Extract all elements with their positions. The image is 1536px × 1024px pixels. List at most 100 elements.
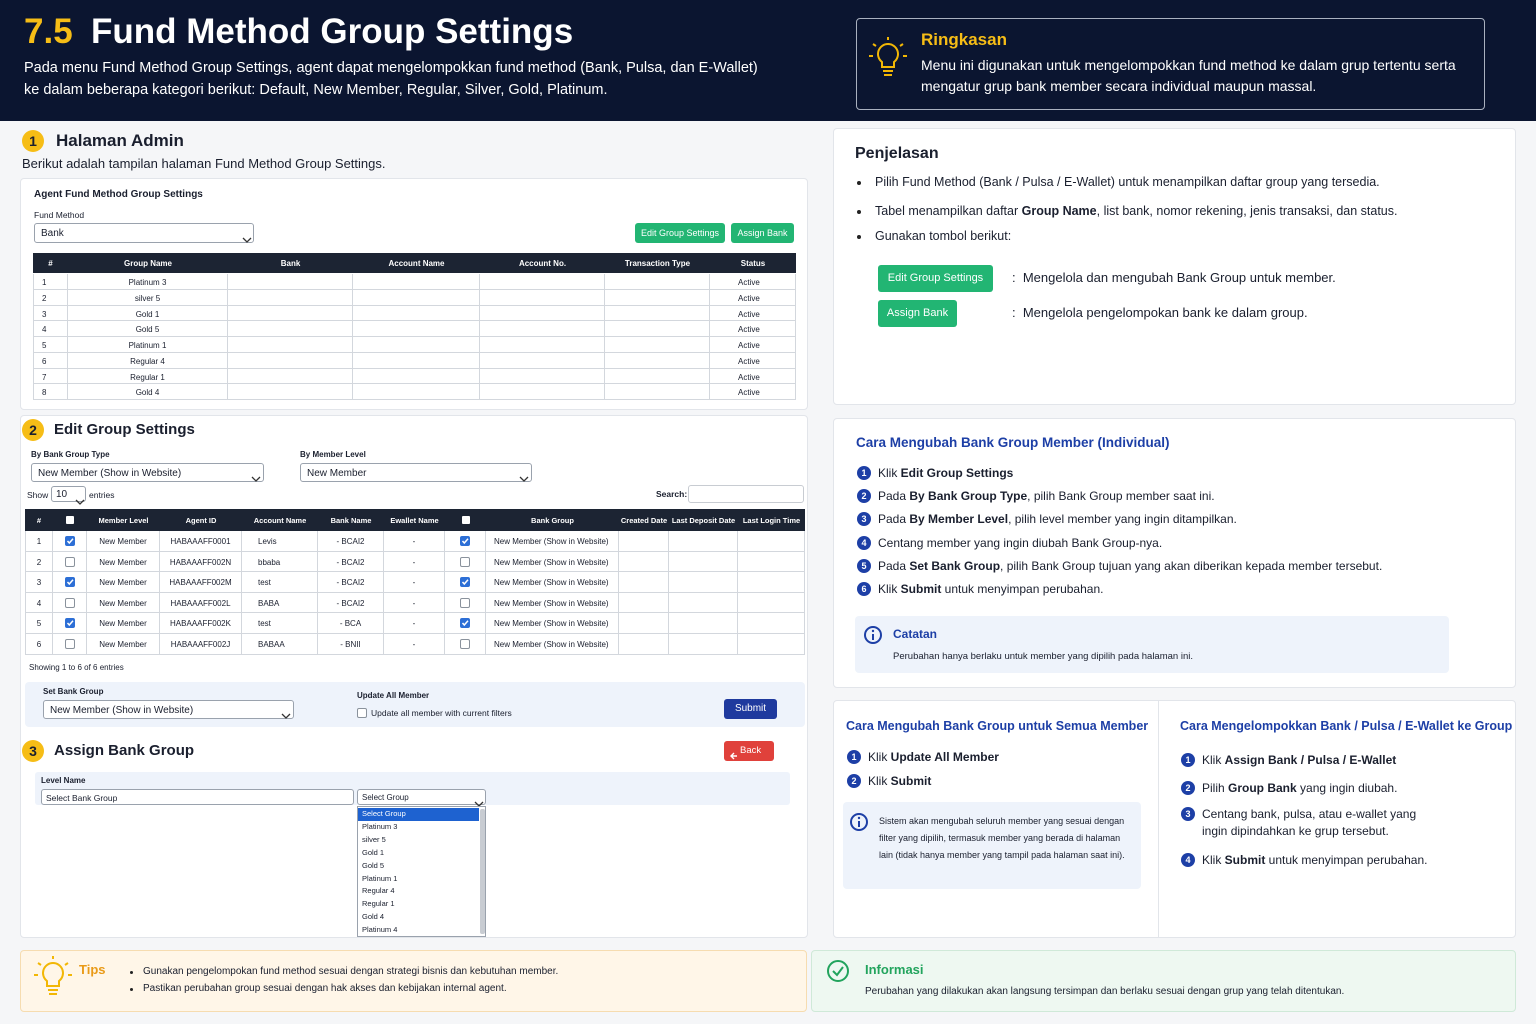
text: Klik [878,466,901,480]
table-cell [228,321,353,337]
table-cell: 2 [33,289,68,306]
bold-text: By Bank Group Type [909,489,1028,503]
bullet-text: Tabel menampilkan daftar Group Name, lis… [875,204,1495,218]
table-cell: HABAAAFF002K [160,613,242,634]
checkbox[interactable] [357,708,367,718]
set-group-select[interactable]: New Member (Show in Website) [43,700,294,719]
text: , list bank, nomor rekening, jenis trans… [1096,204,1398,218]
info-icon [849,812,869,832]
checkbox[interactable] [65,597,75,608]
table-cell [605,368,710,385]
table-cell [445,613,486,634]
dropdown-option[interactable]: Platinum 3 [362,821,398,831]
table-cell: Gold 4 [68,384,228,400]
check [66,538,74,545]
checkbox[interactable] [65,536,75,546]
text: Klik [1202,753,1225,767]
dropdown-option[interactable]: silver 5 [362,834,386,844]
table-cell [53,634,87,655]
checkbox[interactable] [460,536,470,546]
table-cell: New Member [87,592,160,614]
page-size-select[interactable]: 10 [51,486,86,502]
level-input[interactable]: Select Bank Group [41,789,354,805]
field-label: Level Name [41,776,86,785]
field-label: By Bank Group Type [31,450,110,459]
checkbox[interactable] [460,639,470,649]
table-cell: 4 [33,321,68,337]
text: Centang bank, pulsa, atau e-wallet yang … [1202,807,1417,838]
text: Klik [1202,853,1225,867]
header-checkbox[interactable] [461,516,470,524]
table-cell [480,289,605,306]
step-text: Pada Set Bank Group, pilih Bank Group tu… [878,558,1498,575]
info-text: Perubahan yang dilakukan akan langsung t… [865,986,1345,997]
table-cell [480,274,605,290]
checkbox[interactable] [460,556,470,567]
fund-method-select[interactable]: Bank [34,223,254,243]
submit-button[interactable]: Submit [724,699,777,719]
select[interactable]: New Member [300,463,532,482]
dropdown-option[interactable]: Regular 1 [362,899,395,909]
checkbox[interactable] [65,556,75,567]
table-header: Ewallet Name [384,509,445,531]
button[interactable]: Assign Bank [878,300,957,327]
search-input[interactable] [688,485,804,503]
dropdown-option[interactable]: Gold 5 [362,860,385,870]
checkbox[interactable] [460,597,470,608]
table-cell: 8 [33,384,68,400]
checkbox[interactable] [65,639,75,649]
table-cell [738,592,805,614]
tips-title: Tips [79,962,106,977]
button[interactable]: Assign Bank [731,223,794,243]
step-text: Klik Assign Bank / Pulsa / E-Wallet [1202,752,1442,769]
dropdown-option[interactable]: Gold 1 [362,847,385,857]
dropdown-option[interactable]: Platinum 4 [362,925,398,935]
table-cell [738,634,805,655]
note-box [855,616,1449,673]
text: Klik [878,582,901,596]
checkbox[interactable] [460,618,470,629]
step-text: Pilih Group Bank yang ingin diubah. [1202,780,1442,797]
info-title: Informasi [865,962,924,977]
table-cell [605,352,710,369]
check [66,620,74,627]
table-cell [605,337,710,353]
bold-text: Group Name [1021,204,1097,218]
button[interactable]: Edit Group Settings [635,223,725,243]
table-cell: - [384,592,445,614]
section-number: 1 [22,130,44,152]
note-text: Sistem akan mengubah seluruh member yang… [879,816,1125,860]
dropdown-option[interactable]: Select Group [358,808,479,821]
bullet [130,971,133,974]
group-select[interactable]: Select Group [357,789,486,805]
checkbox[interactable] [460,577,470,588]
table-cell: New Member (Show in Website) [486,634,619,655]
section-title: Halaman Admin [56,131,184,150]
header-checkbox[interactable] [66,516,74,524]
step-number: 1 [847,750,861,764]
caret-svg [75,499,85,505]
back-button[interactable]: Back [724,741,774,761]
table-cell: New Member [87,531,160,552]
text: untuk menyimpan perubahan. [1265,853,1428,867]
table-cell [353,384,480,400]
table-cell: 3 [25,572,53,593]
checkbox[interactable] [65,577,75,588]
dropdown-option[interactable]: Gold 4 [362,912,385,922]
table-cell [738,572,805,593]
table-cell: - BCA [318,613,384,634]
select[interactable]: New Member (Show in Website) [31,463,264,482]
button[interactable]: Edit Group Settings [878,265,993,292]
table-cell [480,384,605,400]
step-text: Klik Update All Member [868,749,1148,766]
section-description: Berikut adalah tampilan halaman Fund Met… [22,156,386,171]
table-cell: Active [710,321,796,337]
table-cell: - BCAI2 [318,531,384,552]
table-cell [53,551,87,573]
dropdown-option[interactable]: Regular 4 [362,886,395,896]
dropdown-option[interactable]: Platinum 1 [362,873,398,883]
step-text: Klik Submit untuk menyimpan perubahan. [1202,852,1442,869]
checkbox[interactable] [65,618,75,629]
caret [251,469,261,482]
